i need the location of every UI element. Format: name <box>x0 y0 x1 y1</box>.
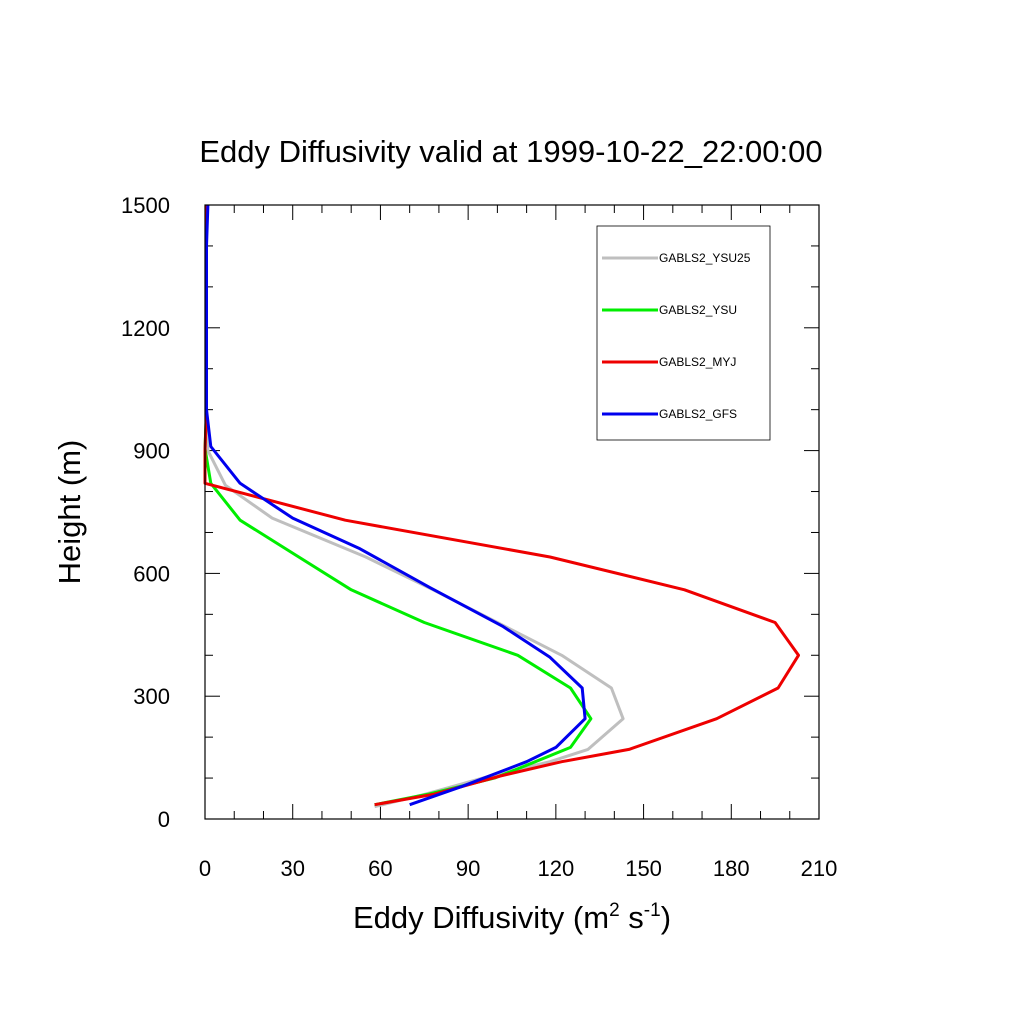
legend-label: GABLS2_GFS <box>659 407 737 421</box>
x-axis-label-sup-1: 2 <box>609 900 620 921</box>
y-axis-label: Height (m) <box>52 440 87 585</box>
x-tick-label: 150 <box>625 856 662 881</box>
chart-title: Eddy Diffusivity valid at 1999-10-22_22:… <box>199 134 822 169</box>
plot-frame <box>204 204 820 820</box>
y-tick-label: 900 <box>133 439 170 464</box>
x-axis-label-main: Eddy Diffusivity (m <box>353 900 609 935</box>
tick-labels: 0 30 60 90 120 150 180 210 0 300 600 900 1200 1500 <box>121 193 837 881</box>
x-tick-label: 90 <box>456 856 480 881</box>
x-axis-label: Eddy Diffusivity (m2 s-1) <box>353 900 671 935</box>
legend: GABLS2_YSU25 GABLS2_YSU GABLS2_MYJ GABLS2_G… <box>596 225 771 441</box>
x-axis-label-mid: s <box>620 900 644 935</box>
legend-items: GABLS2_YSU25 GABLS2_YSU GABLS2_MYJ GABLS2_G… <box>602 251 751 421</box>
legend-label: GABLS2_YSU <box>659 303 737 317</box>
series-line-gabls2-ysu <box>203 205 593 807</box>
x-tick-label: 0 <box>199 856 211 881</box>
y-tick-label: 300 <box>133 684 170 709</box>
y-tick-label: 1500 <box>121 193 170 218</box>
x-axis-label-sup-2: -1 <box>644 900 661 921</box>
legend-label: GABLS2_YSU25 <box>659 251 751 265</box>
x-tick-label: 210 <box>801 856 838 881</box>
x-tick-label: 120 <box>537 856 574 881</box>
x-tick-label: 180 <box>713 856 750 881</box>
y-tick-label: 0 <box>158 807 170 832</box>
x-tick-label: 30 <box>280 856 304 881</box>
series-line-gabls2-ysu25 <box>205 205 625 809</box>
series-lines <box>203 204 800 809</box>
y-tick-label: 600 <box>133 561 170 586</box>
y-tick-label: 1200 <box>121 316 170 341</box>
legend-label: GABLS2_MYJ <box>659 355 736 369</box>
x-tick-label: 60 <box>368 856 392 881</box>
x-axis-label-end: ) <box>661 900 671 935</box>
series-line-gabls2-gfs <box>205 204 587 807</box>
legend-box <box>596 225 771 441</box>
